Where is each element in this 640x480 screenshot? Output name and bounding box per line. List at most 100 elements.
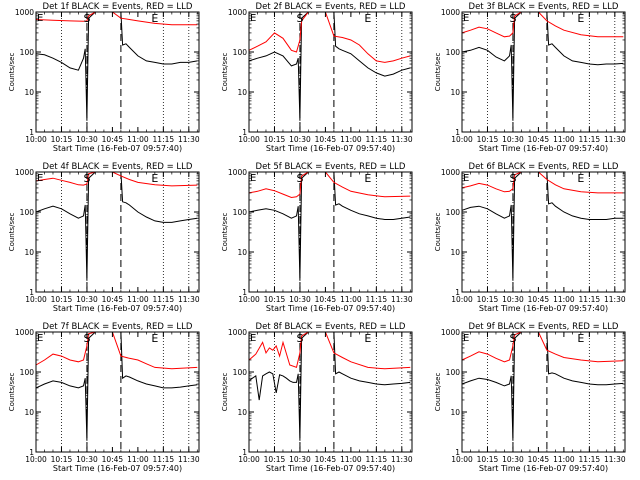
y-tick-label: 1 (242, 288, 247, 297)
y-tick-label: 1000 (441, 328, 460, 337)
y-tick-label: 1000 (15, 328, 34, 337)
x-tick-label: 11:00 (553, 455, 575, 464)
x-tick-label: 10:30 (289, 295, 311, 304)
y-tick-label: 10 (237, 248, 247, 257)
y-tick-label: 1 (29, 448, 34, 457)
panel-det-8f: Det 8f BLACK = Events, RED = LLD 1 10 100 10… (221, 322, 413, 473)
plot-frame (461, 331, 626, 453)
y-tick-label: 10 (450, 408, 460, 417)
y-tick-label: 1000 (15, 8, 34, 17)
y-axis-label: Counts/sec (8, 53, 16, 92)
x-tick-label: 10:45 (102, 455, 124, 464)
panel-det-4f: Det 4f BLACK = Events, RED = LLD 1 10 100 10… (8, 162, 200, 313)
series-events (35, 331, 198, 441)
y-tick-label: 1 (455, 288, 460, 297)
x-tick-label: 11:30 (604, 455, 626, 464)
x-tick-label: 11:00 (340, 295, 362, 304)
marker-e: E (151, 12, 158, 25)
panel-title: Det 5f BLACK = Events, RED = LLD (256, 162, 406, 172)
marker-edge-e: E (37, 333, 43, 344)
x-tick-label: 11:00 (127, 455, 149, 464)
marker-e: E (364, 12, 371, 25)
x-tick-label: 11:15 (153, 455, 175, 464)
marker-s: S (296, 332, 303, 345)
x-tick-label: 10:45 (315, 455, 337, 464)
panel-title: Det 3f BLACK = Events, RED = LLD (469, 2, 619, 12)
x-tick-label: 11:30 (178, 295, 200, 304)
y-tick-label: 10 (24, 408, 34, 417)
y-tick-label: 1 (242, 448, 247, 457)
x-tick-label: 10:30 (76, 295, 98, 304)
x-tick-label: 11:15 (579, 295, 601, 304)
y-tick-label: 1000 (228, 8, 247, 17)
plot-frame (248, 331, 413, 453)
x-tick-label: 11:15 (579, 135, 601, 144)
x-tick-label: 11:30 (178, 135, 200, 144)
y-tick-label: 10 (450, 248, 460, 257)
y-tick-label: 1 (455, 128, 460, 137)
x-tick-label: 11:15 (366, 135, 388, 144)
y-tick-label: 100 (233, 48, 248, 57)
x-tick-label: 11:00 (127, 295, 149, 304)
marker-s: S (509, 172, 516, 185)
marker-edge-e: E (37, 13, 43, 24)
series-events (35, 171, 198, 281)
plot-frame (35, 331, 200, 453)
x-tick-label: 10:00 (238, 295, 260, 304)
marker-s: S (83, 12, 90, 25)
x-axis-label: Start Time (16-Feb-07 09:57:40) (479, 304, 608, 313)
marker-edge-e: E (463, 13, 469, 24)
marker-s: S (296, 12, 303, 25)
panel-det-9f: Det 9f BLACK = Events, RED = LLD 1 10 100 10… (434, 322, 626, 473)
x-axis-label: Start Time (16-Feb-07 09:57:40) (266, 464, 395, 473)
marker-e: E (151, 172, 158, 185)
x-tick-label: 11:00 (127, 135, 149, 144)
panel-title: Det 7f BLACK = Events, RED = LLD (43, 322, 193, 332)
plot-frame (461, 171, 626, 293)
plot-frame (35, 171, 200, 293)
marker-e: E (364, 172, 371, 185)
marker-edge-e: E (463, 173, 469, 184)
y-axis-label: Counts/sec (221, 213, 229, 252)
x-axis-label: Start Time (16-Feb-07 09:57:40) (53, 304, 182, 313)
x-tick-label: 11:30 (604, 295, 626, 304)
x-tick-label: 10:00 (25, 295, 47, 304)
x-tick-label: 11:30 (391, 135, 413, 144)
marker-s: S (296, 172, 303, 185)
x-tick-label: 10:30 (502, 295, 524, 304)
x-tick-label: 11:00 (553, 295, 575, 304)
x-tick-label: 10:30 (76, 455, 98, 464)
panel-title: Det 6f BLACK = Events, RED = LLD (469, 162, 619, 172)
marker-e: E (151, 332, 158, 345)
series-lld (248, 11, 411, 63)
marker-e: E (577, 332, 584, 345)
y-axis-label: Counts/sec (221, 373, 229, 412)
y-axis-label: Counts/sec (434, 213, 442, 252)
x-tick-label: 11:30 (178, 455, 200, 464)
x-tick-label: 11:00 (340, 455, 362, 464)
x-tick-label: 10:45 (315, 135, 337, 144)
x-tick-label: 11:30 (604, 135, 626, 144)
x-tick-label: 11:15 (366, 455, 388, 464)
x-tick-label: 10:15 (264, 295, 286, 304)
panel-title: Det 1f BLACK = Events, RED = LLD (43, 2, 193, 12)
y-tick-label: 10 (237, 408, 247, 417)
marker-s: S (83, 172, 90, 185)
x-tick-label: 10:45 (528, 455, 550, 464)
series-lld (461, 171, 624, 194)
x-axis-label: Start Time (16-Feb-07 09:57:40) (266, 144, 395, 153)
marker-edge-e: E (37, 173, 43, 184)
x-tick-label: 11:30 (391, 295, 413, 304)
panel-title: Det 8f BLACK = Events, RED = LLD (256, 322, 406, 332)
marker-edge-e: E (250, 173, 256, 184)
panel-title: Det 2f BLACK = Events, RED = LLD (256, 2, 406, 12)
y-tick-label: 100 (20, 48, 35, 57)
series-lld (35, 331, 198, 370)
x-tick-label: 10:30 (289, 135, 311, 144)
x-tick-label: 11:15 (579, 455, 601, 464)
x-tick-label: 11:15 (366, 295, 388, 304)
x-tick-label: 10:00 (451, 455, 473, 464)
x-axis-label: Start Time (16-Feb-07 09:57:40) (479, 144, 608, 153)
plot-frame (248, 171, 413, 293)
